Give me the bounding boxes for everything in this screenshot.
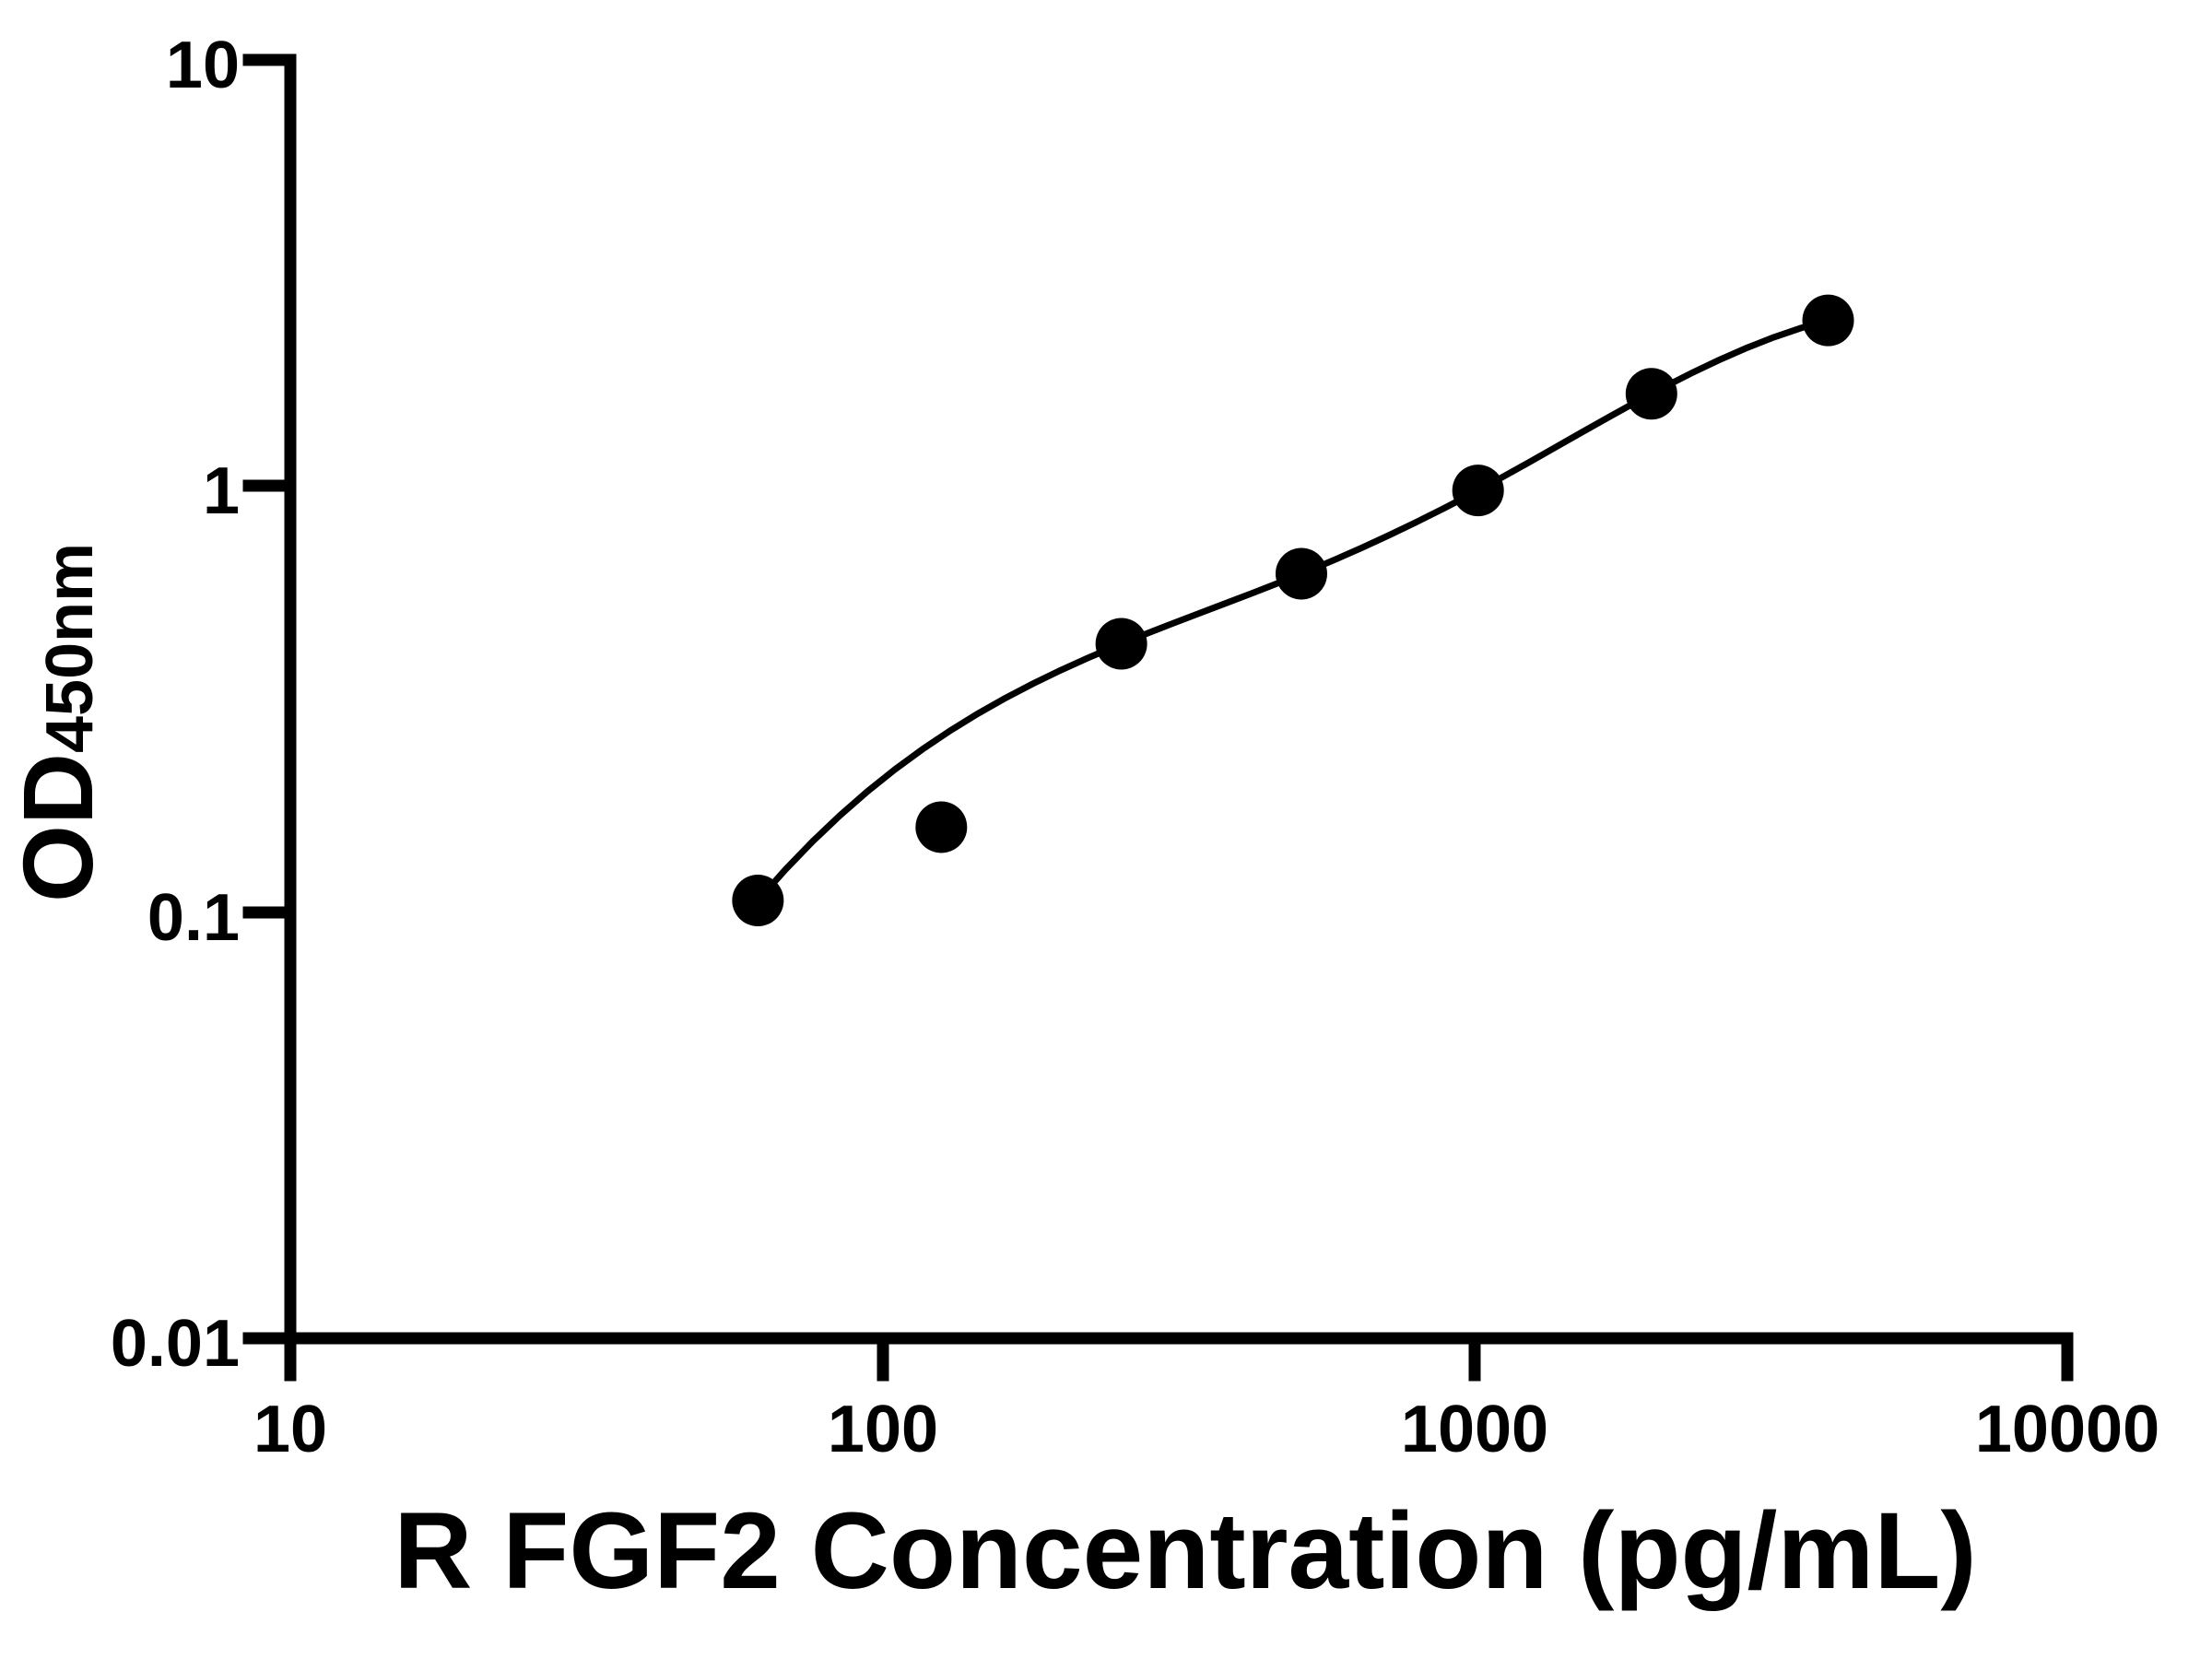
svg-text:0.1: 0.1 — [147, 881, 240, 955]
svg-text:1000: 1000 — [1401, 1393, 1548, 1466]
svg-text:100: 100 — [828, 1393, 938, 1466]
svg-text:1: 1 — [203, 454, 240, 528]
svg-text:10: 10 — [253, 1393, 327, 1466]
svg-text:0.01: 0.01 — [111, 1307, 240, 1381]
svg-text:R FGF2 Concentration (pg/mL): R FGF2 Concentration (pg/mL) — [394, 1490, 1976, 1612]
svg-text:10000: 10000 — [1975, 1393, 2159, 1466]
svg-text:10: 10 — [166, 29, 240, 102]
